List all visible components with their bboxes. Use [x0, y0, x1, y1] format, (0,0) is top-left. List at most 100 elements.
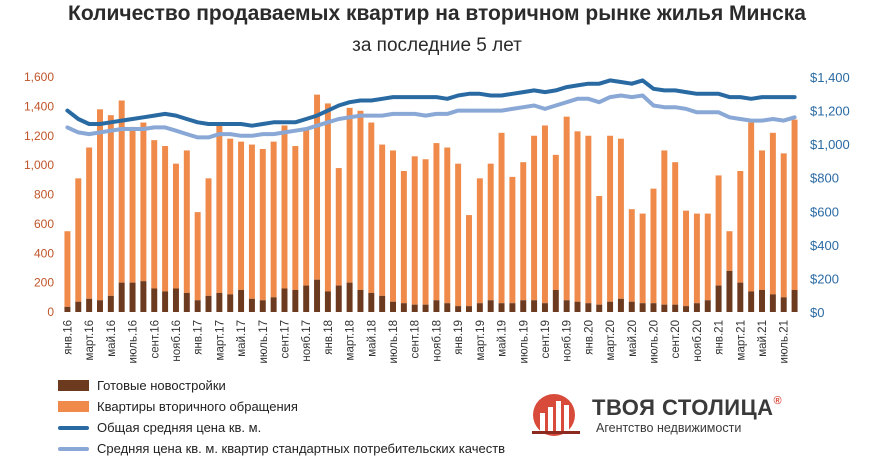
x-tick-label: июль.20	[648, 320, 660, 363]
bar-secondary	[97, 109, 103, 301]
y-right-tick-label: $1,000	[810, 137, 850, 152]
bar-secondary	[205, 178, 212, 296]
bar-secondary	[693, 213, 700, 304]
bar-secondary	[759, 150, 765, 290]
bar-secondary	[650, 188, 657, 304]
legend-swatch-new-buildings	[58, 380, 89, 391]
bar-secondary	[390, 150, 396, 302]
x-tick-label: янв.18	[323, 320, 335, 355]
x-tick-label: янв.17	[193, 320, 205, 355]
x-tick-label: янв.20	[583, 320, 595, 355]
bar-new-buildings	[86, 298, 93, 312]
brand-logo: ТВОЯ СТОЛИЦА® Агентство недвижимости	[524, 391, 784, 437]
x-tick-label: сент.17	[279, 320, 291, 358]
chart-title: Количество продаваемых квартир на вторич…	[68, 2, 806, 25]
x-tick-label: май.17	[236, 320, 248, 357]
legend-swatch-std-price	[58, 446, 89, 451]
y-left-tick-label: 1,000	[24, 158, 54, 172]
x-tick-label: март.16	[84, 320, 96, 360]
y-right-tick-label: $1,200	[810, 104, 850, 119]
bar-secondary	[737, 171, 744, 283]
bar-new-buildings	[324, 291, 331, 312]
bar-secondary	[780, 153, 787, 298]
bar-secondary	[639, 213, 646, 304]
bar-new-buildings	[509, 303, 516, 312]
brand-name: ТВОЯ СТОЛИЦА®	[592, 395, 782, 421]
bar-secondary	[726, 231, 733, 271]
bar-new-buildings	[129, 282, 136, 312]
y-right-tick-label: $400	[810, 238, 839, 253]
bar-secondary	[270, 141, 277, 298]
bar-secondary	[357, 110, 364, 290]
bar-new-buildings	[183, 292, 190, 312]
bar-new-buildings	[726, 270, 733, 312]
x-tick-label: сент.18	[410, 320, 422, 358]
bar-secondary	[607, 135, 614, 302]
x-tick-label: март.21	[735, 320, 747, 360]
bar-secondary	[162, 146, 169, 292]
y-left-tick-label: 1,200	[24, 129, 54, 143]
legend: Готовые новостройки Квартиры вторичного …	[58, 375, 505, 459]
chart-subtitle: за последние 5 лет	[352, 35, 522, 56]
bar-new-buildings	[574, 301, 581, 312]
bar-new-buildings	[520, 300, 527, 312]
bar-secondary	[628, 209, 635, 302]
bar-secondary	[248, 144, 255, 299]
bar-secondary	[422, 159, 429, 305]
bar-secondary	[292, 146, 299, 290]
bar-new-buildings	[541, 303, 548, 312]
bar-secondary	[183, 150, 190, 293]
bar-new-buildings	[140, 281, 147, 312]
y-right-tick-label: $0	[810, 305, 824, 320]
bar-new-buildings	[75, 301, 82, 312]
bar-secondary	[683, 210, 690, 307]
bar-new-buildings	[476, 303, 483, 312]
bar-secondary	[107, 115, 114, 296]
brand-chart-icon	[532, 394, 580, 436]
legend-item-secondary: Квартиры вторичного обращения	[58, 396, 505, 417]
x-tick-label: март.17	[214, 320, 226, 360]
bar-secondary	[75, 178, 82, 302]
x-tick-label: сент.19	[540, 320, 552, 358]
brand-name-text: ТВОЯ СТОЛИЦА	[592, 395, 774, 420]
bar-secondary	[194, 212, 201, 301]
bar-new-buildings	[704, 300, 711, 312]
bar-new-buildings	[759, 289, 765, 312]
legend-item-std-price: Средняя цена кв. м. квартир стандартных …	[58, 438, 505, 459]
bar-new-buildings	[205, 295, 212, 312]
bar-secondary	[563, 116, 570, 301]
x-tick-label: сент.20	[670, 320, 682, 358]
bar-new-buildings	[172, 288, 179, 312]
x-tick-label: янв.16	[62, 320, 74, 355]
bar-secondary	[791, 119, 798, 290]
bar-new-buildings	[314, 279, 321, 312]
bar-secondary	[216, 125, 223, 293]
bar-new-buildings	[748, 291, 755, 312]
bar-new-buildings	[607, 301, 614, 312]
bar-new-buildings	[650, 303, 657, 312]
bar-new-buildings	[97, 300, 103, 312]
bar-new-buildings	[639, 303, 646, 312]
y-left-tick-label: 1,400	[24, 99, 54, 113]
bar-new-buildings	[379, 295, 386, 312]
legend-label-avg-price: Общая средняя цена кв. м.	[97, 420, 262, 435]
bar-secondary	[118, 100, 125, 283]
y-left-tick-label: 200	[34, 276, 54, 290]
x-tick-label: май.18	[366, 320, 378, 357]
bar-new-buildings	[455, 306, 462, 312]
legend-label-new-buildings: Готовые новостройки	[97, 378, 226, 393]
bar-new-buildings	[64, 306, 71, 312]
legend-swatch-secondary	[58, 401, 89, 412]
bar-secondary	[541, 125, 548, 304]
legend-label-secondary: Квартиры вторичного обращения	[97, 399, 298, 414]
bar-secondary	[151, 140, 158, 289]
bar-secondary	[476, 178, 483, 304]
bar-new-buildings	[259, 300, 266, 312]
y-left-tick-label: 800	[34, 188, 54, 202]
x-tick-label: июль.18	[388, 320, 400, 363]
bar-secondary	[64, 231, 71, 307]
bar-secondary	[324, 103, 331, 292]
bar-new-buildings	[487, 300, 494, 312]
bar-new-buildings	[357, 289, 364, 312]
